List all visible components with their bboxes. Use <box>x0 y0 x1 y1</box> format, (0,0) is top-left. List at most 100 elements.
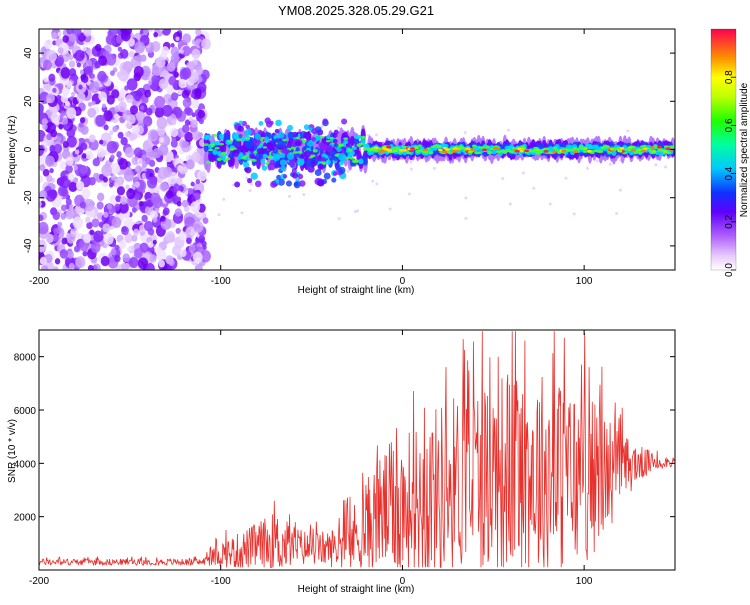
noise-blob <box>61 237 68 245</box>
colorbar-tick-label: 0.8 <box>724 70 735 84</box>
noise-blob <box>89 229 95 236</box>
noise-blob <box>63 124 69 131</box>
y-tick-label: 20 <box>23 95 34 107</box>
noise-blob <box>134 94 141 102</box>
spectrogram-content <box>39 29 675 270</box>
noise-blob <box>53 227 60 235</box>
signal-band-cell <box>604 145 610 149</box>
noise-blob <box>102 50 110 58</box>
colorbar-label: Normalized spectral amplitude <box>739 82 750 217</box>
signal-band-cell <box>203 143 209 146</box>
signal-band-cell <box>290 146 296 150</box>
noise-blob <box>46 93 55 104</box>
signal-band-cell <box>338 143 344 147</box>
plume-cell <box>315 135 321 142</box>
signal-band-cell <box>260 136 266 140</box>
signal-hotspot <box>442 146 448 150</box>
x-tick-label: -200 <box>29 576 49 587</box>
signal-band-cell <box>208 148 214 152</box>
sparse-dot <box>463 131 467 135</box>
signal-band-cell <box>415 149 421 154</box>
noise-blob <box>191 48 201 59</box>
noise-blob <box>162 207 170 216</box>
noise-blob <box>110 154 115 160</box>
signal-band-cell <box>519 145 525 149</box>
plume-cell <box>332 171 338 176</box>
signal-hotspot <box>451 150 457 153</box>
noise-blob <box>110 248 117 256</box>
noise-blob <box>194 264 203 270</box>
plume-cell <box>277 140 285 148</box>
noise-blob <box>121 262 129 270</box>
noise-blob <box>73 165 78 171</box>
plume-cell <box>237 155 243 160</box>
noise-blob <box>151 74 160 85</box>
plume-cell <box>311 160 316 165</box>
noise-blob <box>183 141 190 148</box>
noise-blob <box>86 47 91 53</box>
signal-band-cell <box>221 151 227 156</box>
noise-blob <box>85 59 93 68</box>
signal-band-cell <box>240 136 246 142</box>
sparse-dot <box>618 188 622 192</box>
sparse-dot <box>356 209 360 213</box>
noise-blob <box>83 29 92 37</box>
signal-hotspot <box>437 148 443 152</box>
plume-cell <box>282 174 288 179</box>
noise-blob <box>57 221 63 228</box>
plume-cell <box>259 155 264 160</box>
noise-blob <box>170 43 175 48</box>
signal-hotspot <box>551 150 557 154</box>
signal-band-cell <box>351 146 357 151</box>
signal-hotspot <box>641 149 647 153</box>
plume-cell <box>250 172 258 180</box>
signal-hotspot <box>572 150 578 154</box>
signal-hotspot <box>520 147 526 150</box>
noise-blob <box>117 131 124 139</box>
noise-blob <box>170 46 180 57</box>
noise-blob <box>170 53 180 64</box>
plume-cell <box>277 131 285 139</box>
signal-band-cell <box>218 142 224 146</box>
signal-hotspot <box>452 147 458 150</box>
noise-blob <box>181 199 189 208</box>
sparse-dot <box>464 196 468 200</box>
noise-blob <box>190 181 195 187</box>
y-tick-label: 40 <box>23 47 34 59</box>
noise-blob <box>115 195 122 203</box>
noise-blob <box>80 142 88 151</box>
noise-blob <box>117 46 123 52</box>
noise-blob <box>143 115 153 127</box>
noise-blob <box>49 168 54 174</box>
plume-cell <box>275 119 282 127</box>
signal-band-cell <box>572 146 578 151</box>
noise-blob <box>111 216 122 228</box>
sparse-dot <box>626 129 630 133</box>
noise-blob <box>144 157 151 165</box>
noise-blob <box>120 49 129 59</box>
noise-blob <box>154 106 165 118</box>
signal-band-cell <box>260 159 266 164</box>
signal-hotspot <box>534 148 540 152</box>
noise-blob <box>94 43 102 52</box>
signal-band-cell <box>552 146 558 150</box>
plume-cell <box>329 155 335 161</box>
noise-blob <box>98 91 107 102</box>
signal-band-cell <box>576 147 582 150</box>
signal-band-cell <box>626 148 632 152</box>
noise-blob <box>111 241 117 248</box>
noise-blob <box>62 35 69 43</box>
noise-blob <box>88 177 96 186</box>
noise-blob <box>146 176 158 189</box>
noise-blob <box>175 227 181 234</box>
noise-blob <box>125 184 130 190</box>
noise-blob <box>39 214 44 222</box>
colorbar-tick-label: 0.2 <box>724 214 735 228</box>
x-tick-label: 0 <box>400 276 406 287</box>
noise-blob <box>149 254 157 263</box>
noise-blob <box>111 174 117 181</box>
noise-blob <box>154 95 166 109</box>
signal-band-cell <box>310 154 316 158</box>
noise-blob <box>92 265 98 270</box>
noise-blob <box>45 189 57 202</box>
